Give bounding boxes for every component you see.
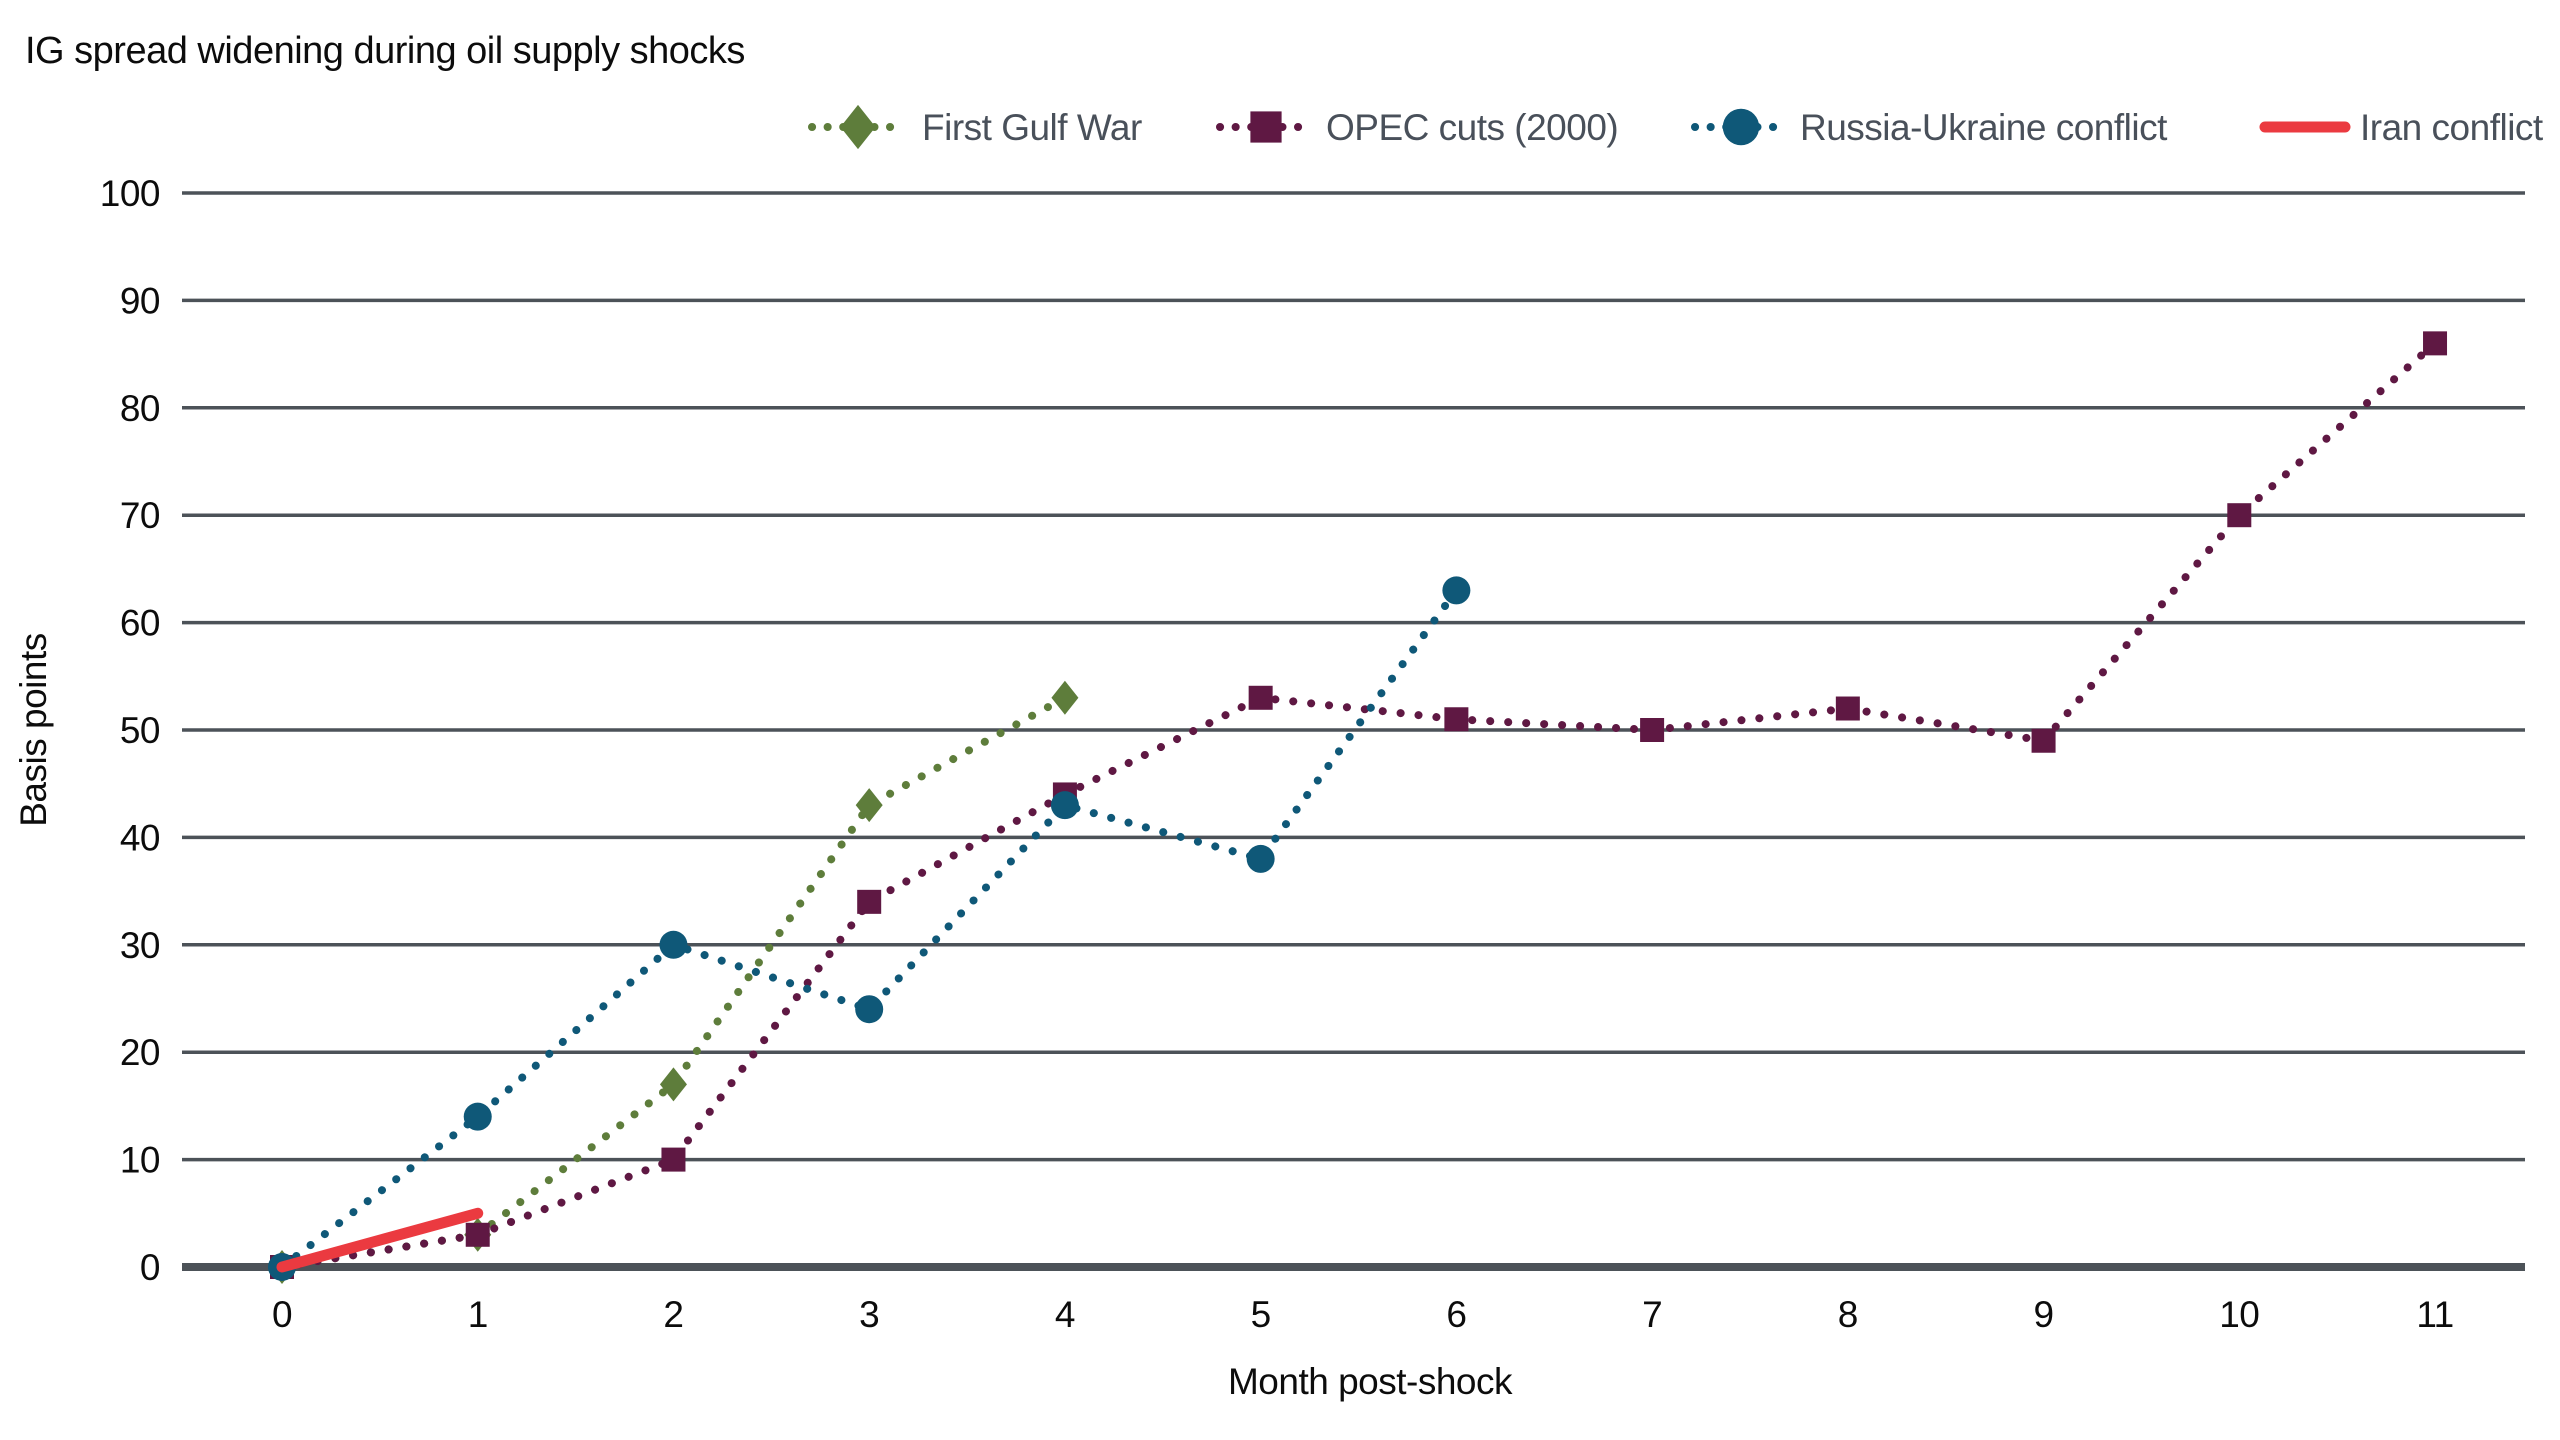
legend-item-first-gulf-war: First Gulf War: [808, 104, 1142, 150]
legend-item-iran-conflict: Iran conflict: [2259, 107, 2544, 148]
point-russia-ukraine-conflict-m5: [1246, 844, 1275, 873]
x-axis-tick-labels: 0 1 2 3 4 5 6 7 8 9 10 11: [272, 1294, 2454, 1335]
point-russia-ukraine-conflict-m3: [855, 995, 884, 1024]
series-opec-cuts-2000: [270, 331, 2448, 1279]
point-opec-cuts-2000-m7: [1640, 718, 1665, 742]
legend-label-russia-ukraine-conflict: Russia-Ukraine conflict: [1800, 107, 2168, 148]
gridlines: [182, 191, 2525, 1271]
series-first-gulf-war: [268, 680, 1079, 1284]
point-russia-ukraine-conflict-m4: [1050, 791, 1079, 820]
point-opec-cuts-2000-m8: [1835, 696, 1860, 721]
x-tick-1: 1: [468, 1294, 488, 1335]
point-opec-cuts-2000-m5: [1248, 685, 1273, 710]
y-tick-30: 30: [120, 925, 160, 966]
x-tick-7: 7: [1642, 1294, 1662, 1335]
y-tick-20: 20: [120, 1032, 160, 1073]
y-axis-tick-labels: 0 10 20 30 40 50 60 70 80 90 100: [100, 173, 161, 1288]
legend: First Gulf War OPEC cuts (2000) Russia-Ukr…: [808, 104, 2544, 150]
legend-label-first-gulf-war: First Gulf War: [922, 107, 1142, 148]
y-tick-40: 40: [120, 817, 160, 858]
legend-label-iran-conflict: Iran conflict: [2360, 107, 2544, 148]
y-tick-70: 70: [120, 495, 160, 536]
series-iran-conflict: [276, 1207, 484, 1273]
x-axis-label: Month post-shock: [1228, 1361, 1513, 1402]
series-russia-ukraine-conflict: [268, 576, 1471, 1281]
y-axis-label: Basis points: [13, 633, 54, 827]
x-tick-2: 2: [663, 1294, 683, 1335]
x-tick-3: 3: [859, 1294, 879, 1335]
y-tick-50: 50: [120, 710, 160, 751]
point-first-gulf-war-m3: [855, 788, 883, 823]
x-tick-11: 11: [2416, 1294, 2453, 1335]
x-tick-5: 5: [1251, 1294, 1271, 1335]
point-opec-cuts-2000-m2: [661, 1147, 686, 1172]
series-line-opec-cuts-2000: [278, 339, 2440, 1271]
point-opec-cuts-2000-m6: [1444, 707, 1469, 732]
chart-title: IG spread widening during oil supply sho…: [25, 30, 745, 72]
legend-item-russia-ukraine-conflict: Russia-Ukraine conflict: [1691, 107, 2169, 148]
point-russia-ukraine-conflict-m6: [1442, 576, 1471, 605]
point-russia-ukraine-conflict-m2: [659, 930, 688, 959]
point-opec-cuts-2000-m10: [2227, 503, 2252, 528]
x-tick-9: 9: [2034, 1294, 2054, 1335]
x-tick-6: 6: [1446, 1294, 1466, 1335]
y-tick-0: 0: [140, 1247, 160, 1288]
point-opec-cuts-2000-m9: [2031, 728, 2056, 753]
y-tick-90: 90: [120, 280, 160, 321]
point-opec-cuts-2000-m1: [465, 1222, 490, 1247]
legend-marker-russia-ukraine-conflict: [1722, 108, 1760, 146]
legend-label-opec-cuts-2000: OPEC cuts (2000): [1326, 107, 1618, 148]
point-russia-ukraine-conflict-m1: [463, 1102, 492, 1131]
point-first-gulf-war-m2: [659, 1067, 687, 1102]
series-line-russia-ukraine-conflict: [278, 586, 1461, 1271]
data-series: [268, 331, 2448, 1284]
point-first-gulf-war-m4: [1051, 680, 1079, 715]
legend-marker-first-gulf-war: [840, 104, 876, 150]
x-tick-10: 10: [2219, 1294, 2259, 1335]
legend-item-opec-cuts-2000: OPEC cuts (2000): [1216, 107, 1619, 148]
y-tick-10: 10: [120, 1140, 160, 1181]
point-opec-cuts-2000-m11: [2423, 331, 2448, 356]
series-line-iran-conflict: [276, 1207, 484, 1273]
x-tick-0: 0: [272, 1294, 292, 1335]
series-line-first-gulf-war: [278, 693, 1069, 1271]
point-opec-cuts-2000-m3: [857, 889, 882, 914]
y-tick-100: 100: [100, 173, 160, 214]
x-tick-4: 4: [1055, 1294, 1075, 1335]
legend-marker-opec-cuts-2000: [1250, 111, 1282, 143]
y-tick-80: 80: [120, 388, 160, 429]
y-tick-60: 60: [120, 603, 160, 644]
x-tick-8: 8: [1838, 1294, 1858, 1335]
